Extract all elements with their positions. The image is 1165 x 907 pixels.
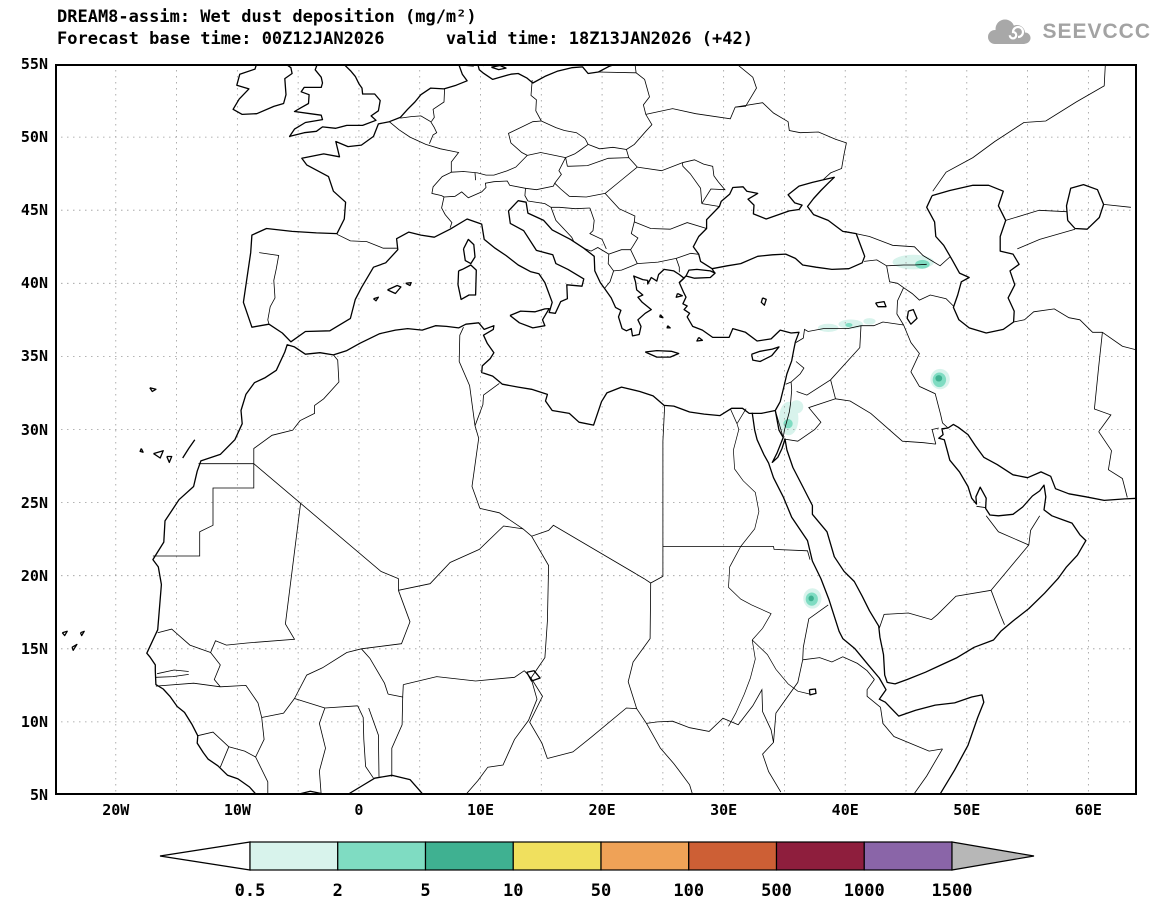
- lat-tick-label: 20N: [20, 566, 48, 585]
- lat-tick-label: 55N: [20, 55, 48, 73]
- legend-value-label: 10: [503, 881, 523, 901]
- deposition-spot: [845, 323, 853, 327]
- lat-tick-label: 10N: [20, 712, 48, 731]
- lat-tick-label: 45N: [20, 201, 48, 220]
- map-layers: [55, 64, 1137, 795]
- legend-segment: [424, 841, 514, 871]
- lat-tick-label: 30N: [20, 420, 48, 439]
- legend-value-label: 0.5: [235, 881, 266, 901]
- rivers-layer: [728, 408, 811, 727]
- lon-tick-label: 20W: [102, 801, 130, 819]
- legend-value-label: 500: [761, 881, 792, 901]
- logo-text: SEEVCCC: [1042, 20, 1151, 43]
- lat-tick-label: 50N: [20, 128, 48, 147]
- lat-tick-label: 35N: [20, 347, 48, 366]
- legend-value-label: 50: [591, 881, 611, 901]
- legend-overflow-arrow: [951, 841, 1035, 871]
- graticule: [55, 64, 1137, 795]
- legend-segment: [600, 841, 690, 871]
- lon-tick-label: 10E: [466, 801, 495, 819]
- legend-segment: [249, 841, 339, 871]
- plot-subtitle: Forecast base time: 00Z12JAN2026 valid t…: [57, 29, 753, 49]
- country-borders-layer: [152, 64, 1137, 795]
- deposition-spot: [808, 595, 814, 602]
- map-frame: [55, 64, 1137, 795]
- lon-tick-label: 10W: [223, 801, 251, 819]
- legend-value-label: 1000: [844, 881, 885, 901]
- legend-segment: [688, 841, 778, 871]
- dust-deposition-layer: [779, 254, 950, 609]
- map-canvas: [55, 64, 1137, 795]
- lat-tick-label: 25N: [20, 493, 48, 512]
- legend-segment: [863, 841, 953, 871]
- legend-underflow-arrow: [159, 841, 251, 871]
- plot-title: DREAM8-assim: Wet dust deposition (mg/m²…: [57, 7, 477, 27]
- lat-tick-label: 5N: [29, 786, 48, 804]
- seevccc-logo: SEEVCCC: [982, 16, 1151, 48]
- lon-tick-label: 40E: [831, 801, 859, 819]
- legend-value-label: 5: [420, 881, 430, 901]
- lon-tick-label: 50E: [953, 801, 981, 819]
- coastlines-layer: [61, 64, 1137, 795]
- legend-segment: [512, 841, 602, 871]
- deposition-spot: [817, 323, 839, 332]
- legend-segment: [775, 841, 865, 871]
- color-legend: 0.5 2 5 10 50 100 500 1000 1500: [159, 841, 1035, 901]
- lat-tick-label: 40N: [20, 274, 48, 293]
- legend-value-label: 1500: [932, 881, 973, 901]
- legend-segment: [337, 841, 427, 871]
- lon-tick-label: 60E: [1074, 801, 1102, 819]
- deposition-spot: [789, 400, 804, 414]
- deposition-spot: [935, 375, 943, 382]
- lat-tick-label: 15N: [20, 639, 48, 658]
- lon-tick-label: 20E: [588, 801, 616, 819]
- deposition-spot: [863, 318, 876, 325]
- legend-value-label: 2: [333, 881, 343, 901]
- lon-tick-label: 0: [354, 801, 364, 819]
- lon-tick-label: 30E: [710, 801, 738, 819]
- legend-value-label: 100: [673, 881, 704, 901]
- cloud-icon: [988, 19, 1031, 44]
